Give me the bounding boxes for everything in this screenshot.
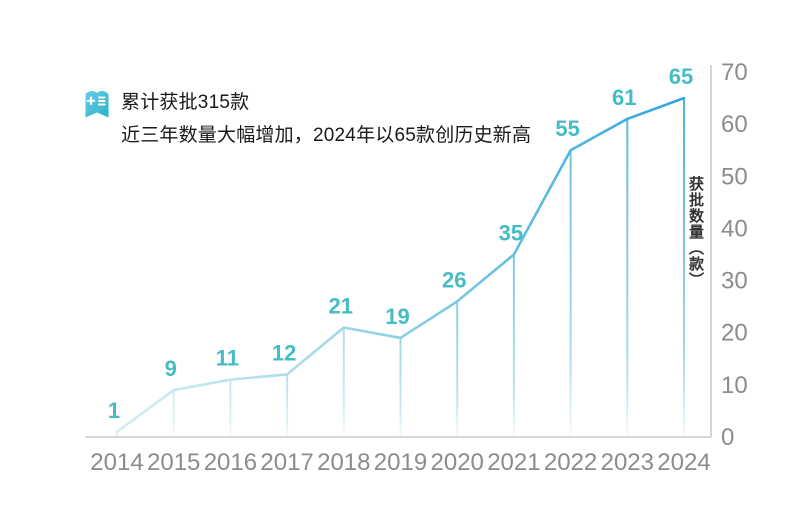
value-label-2019: 19 [385, 304, 409, 329]
value-label-2015: 9 [165, 356, 177, 381]
value-label-2022: 55 [555, 116, 579, 141]
value-label-2018: 21 [329, 294, 353, 319]
annotation-line1: 累计获批315款 [121, 92, 250, 113]
value-label-2020: 26 [442, 267, 466, 292]
x-tick-label-2014: 2014 [90, 449, 143, 476]
chart-annotation: 累计获批315款 近三年数量大幅增加，2024年以65款创历史新高 [82, 86, 531, 152]
annotation-text-block: 累计获批315款 近三年数量大幅增加，2024年以65款创历史新高 [121, 86, 531, 152]
y-tick-label-40: 40 [721, 215, 748, 242]
value-label-2024: 65 [669, 64, 693, 89]
y-tick-label-60: 60 [721, 111, 748, 138]
x-tick-label-2023: 2023 [601, 449, 654, 476]
y-tick-label-10: 10 [721, 372, 748, 399]
y-tick-label-0: 0 [721, 424, 734, 451]
x-tick-label-2021: 2021 [487, 449, 540, 476]
x-tick-label-2017: 2017 [260, 449, 313, 476]
x-tick-label-2022: 2022 [544, 449, 597, 476]
annotation-line2: 近三年数量大幅增加，2024年以65款创历史新高 [121, 125, 532, 146]
value-label-2021: 35 [499, 221, 523, 246]
x-tick-label-2015: 2015 [147, 449, 200, 476]
series-line [115, 96, 686, 434]
y-axis-title: 获批数量（款） [687, 176, 704, 288]
x-tick-label-2019: 2019 [374, 449, 427, 476]
value-label-2023: 61 [612, 85, 636, 110]
value-label-2017: 12 [272, 340, 296, 365]
value-label-2014: 1 [108, 398, 120, 423]
y-tick-label-70: 70 [721, 59, 748, 86]
document-plus-icon-svg [85, 91, 109, 118]
y-tick-label-20: 20 [721, 320, 748, 347]
document-plus-icon [82, 88, 112, 120]
y-tick-label-30: 30 [721, 268, 748, 295]
x-tick-label-2020: 2020 [431, 449, 484, 476]
x-tick-label-2024: 2024 [657, 449, 710, 476]
x-tick-label-2018: 2018 [317, 449, 370, 476]
x-tick-label-2016: 2016 [204, 449, 257, 476]
y-tick-label-50: 50 [721, 163, 748, 190]
value-label-2016: 11 [216, 346, 239, 371]
